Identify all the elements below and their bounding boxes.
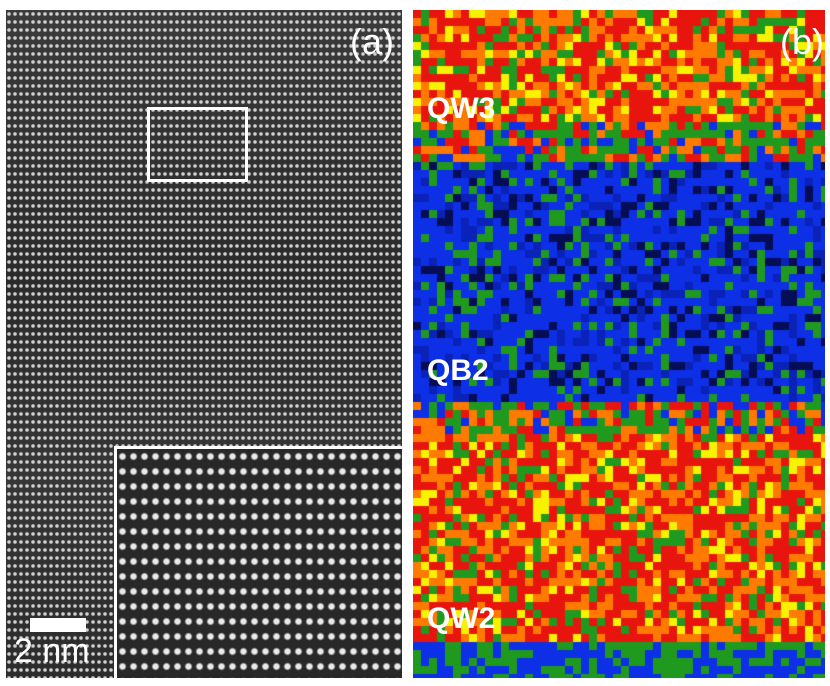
selection-box <box>147 107 248 182</box>
scale-bar-label: 2 nm <box>14 632 90 670</box>
panel-a-label: (a) <box>350 21 394 62</box>
composition-map <box>413 10 825 678</box>
hrtem-panel: 2 nm (a) <box>6 10 402 678</box>
region-label-qb2: QB2 <box>427 354 489 387</box>
region-label-qw3: QW3 <box>427 92 496 125</box>
composition-map-panel: (b) QW3 QB2 QW2 <box>413 10 825 678</box>
scale-bar <box>30 618 86 632</box>
region-label-qw2: QW2 <box>427 602 496 635</box>
magnified-inset <box>114 446 402 678</box>
panel-b-label: (b) <box>780 21 824 62</box>
